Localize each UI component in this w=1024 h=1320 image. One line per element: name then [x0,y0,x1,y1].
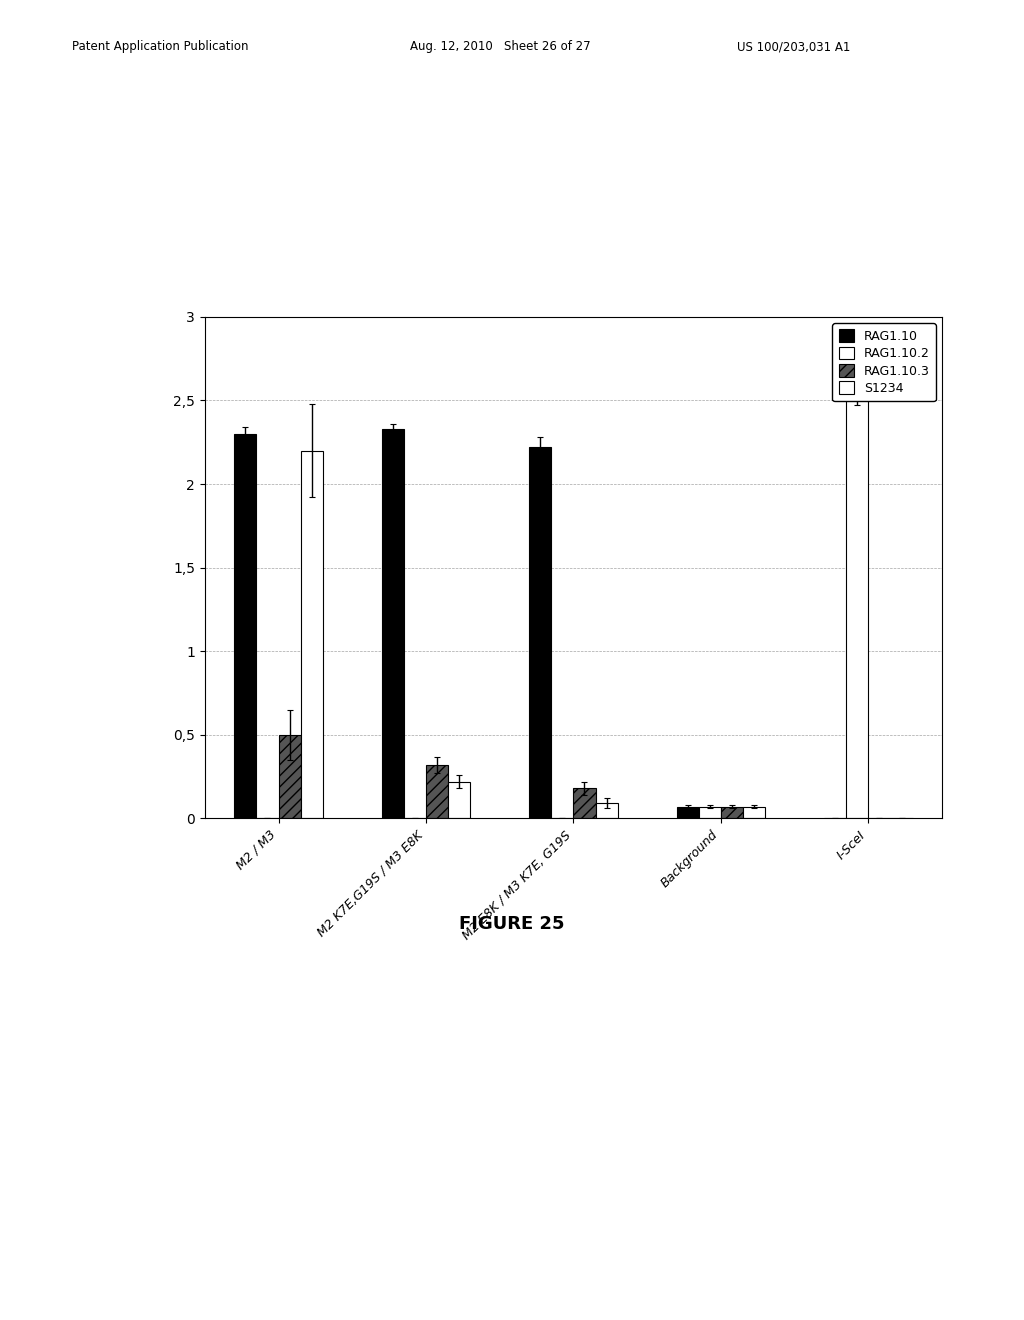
Bar [529,447,551,818]
Bar [426,764,449,818]
Bar [279,735,301,818]
Legend: RAG1.10, RAG1.10.2, RAG1.10.3, S1234: RAG1.10, RAG1.10.2, RAG1.10.3, S1234 [833,323,936,401]
Bar [721,807,743,818]
Bar [677,807,698,818]
Bar [301,450,323,818]
Bar [449,781,470,818]
Bar [846,384,868,818]
Bar [698,807,721,818]
Bar [573,788,596,818]
Text: Aug. 12, 2010   Sheet 26 of 27: Aug. 12, 2010 Sheet 26 of 27 [410,40,590,53]
Text: FIGURE 25: FIGURE 25 [459,915,565,933]
Bar [234,434,256,818]
Text: US 100/203,031 A1: US 100/203,031 A1 [737,40,851,53]
Text: Patent Application Publication: Patent Application Publication [72,40,248,53]
Bar [743,807,765,818]
Bar [382,429,403,818]
Bar [596,804,617,818]
